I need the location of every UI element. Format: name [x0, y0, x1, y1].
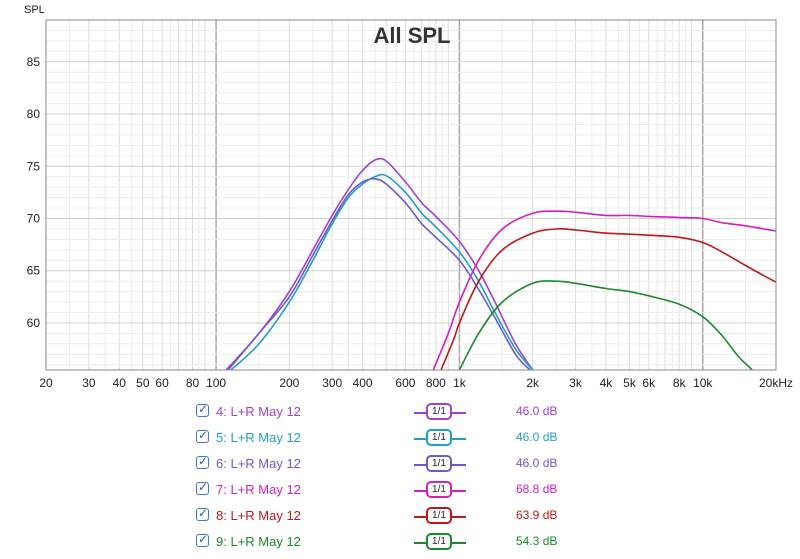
- smoothing-label: 1/1: [426, 455, 452, 472]
- smoothing-selector[interactable]: 1/1: [414, 403, 466, 421]
- legend-series-name: 4: L+R May 12: [216, 404, 301, 419]
- series-line-2: [230, 173, 534, 370]
- legend-row: 7: L+R May 12 1/1 68.8 dB: [196, 480, 616, 499]
- y-tick-label: 75: [27, 159, 41, 173]
- y-tick-label: 60: [27, 316, 41, 330]
- x-tick-label: 1k: [453, 376, 467, 390]
- series-visibility-checkbox[interactable]: [196, 428, 209, 443]
- x-tick-label: 10k: [693, 376, 713, 390]
- legend-series-name: 9: L+R May 12: [216, 534, 301, 549]
- legend-row: 9: L+R May 12 1/1 54.3 dB: [196, 532, 616, 551]
- y-tick-label: 85: [27, 55, 41, 69]
- x-axis: 20 30 40 50 60 80 100 200 300 400 600 800 1k 2k 3k 4k 5k…: [39, 376, 793, 390]
- x-tick-label: 20: [39, 376, 53, 390]
- series-visibility-checkbox[interactable]: [196, 532, 209, 547]
- x-tick-label: 40: [113, 376, 127, 390]
- smoothing-selector[interactable]: 1/1: [414, 533, 466, 551]
- x-tick-label: 80: [186, 376, 200, 390]
- smoothing-label: 1/1: [426, 533, 452, 550]
- series-line-3: [227, 177, 531, 370]
- x-tick-label: 800: [426, 376, 446, 390]
- smoothing-selector[interactable]: 1/1: [414, 455, 466, 473]
- legend-value: 46.0 dB: [516, 456, 558, 470]
- series-visibility-checkbox[interactable]: [196, 402, 209, 417]
- series-line-4: [432, 210, 776, 370]
- x-tick-label: 300: [322, 376, 342, 390]
- legend-value: 68.8 dB: [516, 482, 558, 496]
- grid: [45, 19, 777, 370]
- legend-row: 8: L+R May 12 1/1 63.9 dB: [196, 506, 616, 525]
- x-tick-label: 50: [136, 376, 150, 390]
- legend-value: 63.9 dB: [516, 508, 558, 522]
- legend-series-name: 6: L+R May 12: [216, 456, 301, 471]
- x-tick-label: 5k: [623, 376, 637, 390]
- series-line-1: [225, 157, 534, 370]
- x-tick-label: 3k: [569, 376, 583, 390]
- legend-row: 6: L+R May 12 1/1 46.0 dB: [196, 454, 616, 473]
- smoothing-label: 1/1: [426, 507, 452, 524]
- x-tick-label: 600: [395, 376, 415, 390]
- y-axis-label: SPL: [24, 4, 45, 16]
- legend-value: 46.0 dB: [516, 404, 558, 418]
- y-tick-label: 65: [27, 264, 41, 278]
- legend-row: 4: L+R May 12 1/1 46.0 dB: [196, 402, 616, 421]
- legend-series-name: 7: L+R May 12: [216, 482, 301, 497]
- spl-chart: 20 30 40 50 60 80 100 200 300 400 600 800 1k 2k 3k 4k 5k…: [24, 4, 793, 390]
- smoothing-label: 1/1: [426, 481, 452, 498]
- series-visibility-checkbox[interactable]: [196, 506, 209, 521]
- plot-border: [45, 19, 777, 371]
- x-tick-label: 8k: [673, 376, 687, 390]
- x-tick-label: 2k: [526, 376, 540, 390]
- legend-value: 54.3 dB: [516, 534, 558, 548]
- y-tick-label: 70: [27, 212, 41, 226]
- x-tick-label: 6k: [642, 376, 656, 390]
- legend-series-name: 8: L+R May 12: [216, 508, 301, 523]
- legend-series-name: 5: L+R May 12: [216, 430, 301, 445]
- smoothing-label: 1/1: [426, 429, 452, 446]
- x-tick-label: 4k: [600, 376, 614, 390]
- x-tick-label: 20kHz: [759, 376, 793, 390]
- y-axis: 60 65 70 75 80 85: [27, 55, 41, 330]
- y-tick-label: 80: [27, 107, 41, 121]
- x-tick-label: 100: [206, 376, 226, 390]
- smoothing-selector[interactable]: 1/1: [414, 507, 466, 525]
- series-line-5: [440, 228, 776, 370]
- series-visibility-checkbox[interactable]: [196, 480, 209, 495]
- x-tick-label: 60: [155, 376, 169, 390]
- plot-background: [46, 20, 776, 370]
- series-line-6: [458, 280, 753, 370]
- x-tick-label: 30: [82, 376, 96, 390]
- smoothing-label: 1/1: [426, 403, 452, 420]
- chart-title: All SPL: [373, 23, 450, 48]
- series-lines: [225, 157, 776, 370]
- smoothing-selector[interactable]: 1/1: [414, 429, 466, 447]
- legend-value: 46.0 dB: [516, 430, 558, 444]
- x-tick-label: 200: [279, 376, 299, 390]
- legend-row: 5: L+R May 12 1/1 46.0 dB: [196, 428, 616, 447]
- series-visibility-checkbox[interactable]: [196, 454, 209, 469]
- x-tick-label: 400: [353, 376, 373, 390]
- smoothing-selector[interactable]: 1/1: [414, 481, 466, 499]
